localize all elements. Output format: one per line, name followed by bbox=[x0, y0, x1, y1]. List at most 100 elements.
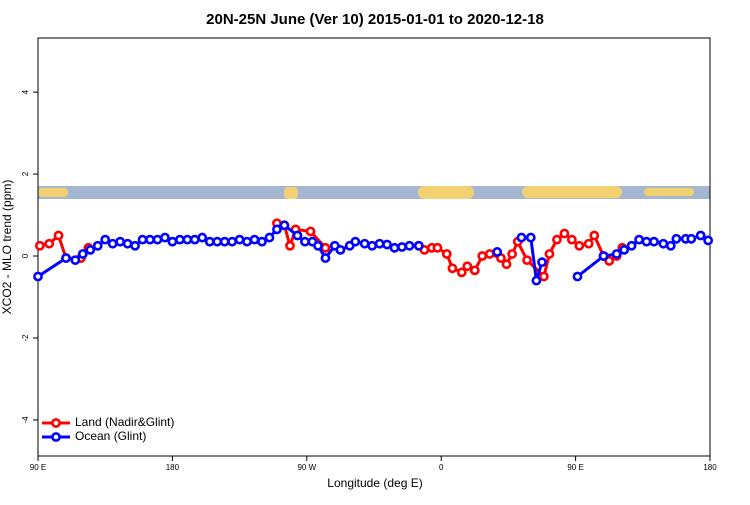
y-tick-label: -2 bbox=[21, 334, 30, 342]
data-point bbox=[313, 240, 323, 251]
data-point bbox=[279, 220, 290, 231]
data-point bbox=[477, 251, 488, 261]
data-point bbox=[167, 236, 178, 247]
x-axis-label: Longitude (deg E) bbox=[327, 476, 422, 490]
data-point bbox=[397, 242, 407, 252]
data-point bbox=[160, 232, 170, 243]
data-point bbox=[469, 265, 480, 276]
data-point bbox=[559, 228, 570, 239]
data-point bbox=[107, 238, 118, 249]
data-point bbox=[292, 230, 303, 241]
data-point bbox=[538, 271, 549, 282]
data-point bbox=[604, 256, 615, 266]
data-point bbox=[204, 236, 215, 247]
y-tick-label: 2 bbox=[21, 171, 30, 176]
data-point bbox=[572, 271, 583, 282]
data-point bbox=[70, 255, 81, 266]
data-point bbox=[77, 249, 88, 259]
data-point bbox=[389, 242, 400, 253]
data-point bbox=[589, 230, 600, 241]
data-point bbox=[212, 236, 223, 247]
data-point bbox=[703, 235, 714, 246]
data-point bbox=[320, 253, 331, 263]
data-point bbox=[115, 236, 126, 247]
data-point bbox=[305, 226, 316, 237]
data-point bbox=[658, 238, 669, 249]
y-tick-label: 0 bbox=[21, 253, 30, 258]
data-point bbox=[432, 242, 443, 253]
data-point bbox=[174, 234, 185, 245]
data-point bbox=[335, 244, 346, 255]
chart-title: 20N-25N June (Ver 10) 2015-01-01 to 2020… bbox=[206, 11, 544, 28]
data-point bbox=[501, 259, 512, 270]
data-point bbox=[300, 236, 310, 247]
x-tick-label: 90 E bbox=[567, 463, 583, 472]
y-tick-label: 4 bbox=[21, 89, 30, 94]
data-point bbox=[367, 240, 378, 251]
data-point bbox=[492, 247, 503, 257]
data-point bbox=[507, 249, 518, 259]
data-point bbox=[145, 234, 155, 245]
data-point bbox=[598, 251, 609, 261]
data-point bbox=[619, 244, 630, 255]
data-point bbox=[122, 238, 133, 249]
data-point bbox=[374, 238, 385, 249]
legend-marker bbox=[51, 418, 61, 428]
y-tick-label: -4 bbox=[21, 416, 30, 424]
data-point bbox=[695, 230, 706, 241]
data-point bbox=[227, 236, 238, 247]
data-point bbox=[641, 236, 652, 247]
map-strip bbox=[38, 186, 710, 199]
data-point bbox=[447, 263, 458, 274]
data-point bbox=[413, 240, 424, 251]
data-point bbox=[531, 275, 542, 286]
data-point bbox=[272, 224, 282, 235]
data-point bbox=[686, 233, 697, 244]
data-point bbox=[359, 238, 370, 249]
data-point bbox=[92, 240, 103, 251]
data-point bbox=[456, 267, 467, 278]
x-tick-label: 180 bbox=[703, 463, 717, 472]
y-axis-label: XCO2 - MLO trend (ppm) bbox=[0, 180, 14, 315]
data-point bbox=[264, 232, 275, 243]
data-point bbox=[525, 232, 536, 243]
data-point bbox=[197, 232, 208, 243]
data-point bbox=[33, 271, 43, 282]
data-point bbox=[583, 238, 594, 249]
series-line bbox=[37, 223, 709, 282]
data-point bbox=[130, 240, 140, 251]
data-point bbox=[350, 236, 361, 247]
data-point bbox=[85, 244, 96, 255]
data-point bbox=[53, 230, 64, 241]
data-point bbox=[462, 261, 473, 272]
x-tick-label: 180 bbox=[166, 463, 180, 472]
data-point bbox=[404, 240, 415, 251]
data-point bbox=[152, 234, 163, 245]
data-point bbox=[544, 249, 555, 259]
data-point bbox=[649, 236, 659, 247]
legend-label: Ocean (Glint) bbox=[75, 429, 146, 443]
data-point bbox=[441, 249, 452, 259]
data-point bbox=[242, 236, 252, 247]
data-point bbox=[285, 240, 295, 251]
data-point bbox=[552, 234, 562, 245]
data-point bbox=[234, 234, 245, 245]
x-tick-label: 90 W bbox=[297, 463, 316, 472]
data-point bbox=[522, 255, 532, 266]
data-point bbox=[34, 240, 45, 251]
data-point bbox=[665, 240, 676, 251]
data-point bbox=[320, 242, 331, 253]
data-point bbox=[574, 240, 585, 251]
data-point bbox=[137, 234, 148, 245]
data-point bbox=[382, 239, 392, 250]
x-tick-label: 0 bbox=[439, 463, 444, 472]
data-point bbox=[44, 238, 55, 249]
data-point bbox=[516, 232, 527, 243]
data-point bbox=[537, 257, 547, 268]
data-point bbox=[182, 234, 193, 245]
data-point bbox=[249, 234, 260, 245]
legend-label: Land (Nadir&Glint) bbox=[75, 415, 174, 429]
data-point bbox=[626, 240, 637, 251]
data-point bbox=[566, 234, 577, 245]
